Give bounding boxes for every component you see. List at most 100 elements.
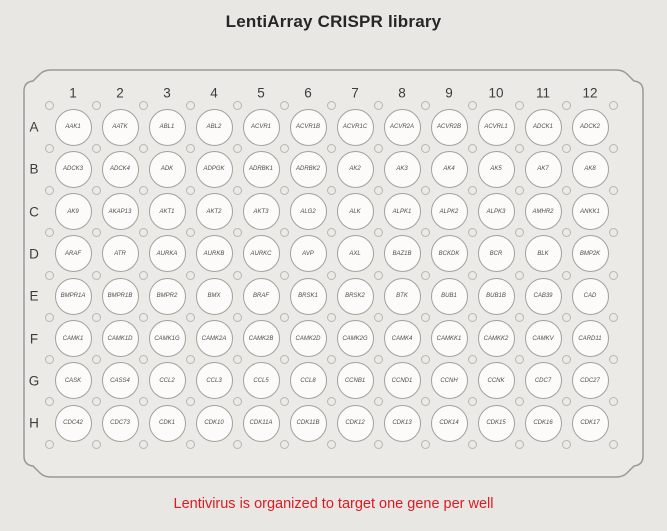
well: CCL3 [195,362,233,400]
row-label: E [29,288,39,304]
plate-hole-icon [92,270,101,280]
well: ATR [101,235,139,273]
well: BRSK2 [336,277,374,315]
well: CAMKV [524,320,562,357]
well: CAB39 [524,277,562,315]
plate-hole-icon [609,439,618,449]
plate-hole-icon [233,185,242,195]
plate-hole-icon [45,101,54,111]
plate-hole-icon [186,101,195,111]
well: ALG2 [289,193,327,231]
well: AK8 [571,150,609,188]
well: BRSK1 [289,277,327,315]
plate-hole-icon [139,143,148,153]
well: AK3 [383,150,421,188]
plate-hole-icon [92,355,101,365]
plate-hole-icon [186,439,195,449]
plate-hole-icon [515,228,524,238]
plate-hole-icon [515,397,524,407]
well: ACVR2B [430,108,468,146]
well: CCL2 [148,362,186,400]
well: ALPK1 [383,193,421,231]
well: AK5 [477,150,515,188]
well: CDK11B [289,404,327,442]
column-label: 4 [210,85,218,101]
well: ALPK2 [430,193,468,231]
well: CCNB1 [336,362,374,400]
row-label: H [29,415,39,431]
plate-hole-icon [421,355,430,365]
column-label: 6 [304,85,312,101]
plate-hole-icon [562,355,571,365]
well: BCR [477,235,515,273]
well: AK7 [524,150,562,188]
plate-hole-icon [139,397,148,407]
plate-hole-icon [92,101,101,111]
well: CDK16 [524,404,562,442]
plate-hole-icon [186,185,195,195]
plate-hole-icon [374,270,383,280]
column-label: 12 [582,85,598,101]
well: BCKDK [430,235,468,273]
plate-hole-icon [139,312,148,322]
plate-hole-icon [92,439,101,449]
well: CAMKK1 [430,320,468,357]
row-label: C [29,204,39,220]
well: AMHR2 [524,193,562,231]
plate-hole-icon [374,228,383,238]
well: CCL8 [289,362,327,400]
plate-hole-icon [45,355,54,365]
plate-hole-icon [139,101,148,111]
plate-hole-icon [233,228,242,238]
well: ADPGK [195,150,233,188]
plate-hole-icon [515,355,524,365]
well: CAMK1G [148,320,186,357]
plate-hole-icon [374,397,383,407]
well: ABL1 [148,108,186,146]
plate-hole-icon [468,185,477,195]
plate-hole-icon [562,143,571,153]
well: ACVR1C [336,108,374,146]
well: AATK [101,108,139,146]
well: AKAP13 [101,193,139,231]
well: BMX [195,277,233,315]
well: CAMK2D [289,320,327,357]
well: CAMK4 [383,320,421,357]
plate-hole-icon [374,101,383,111]
well: AKT1 [148,193,186,231]
well: BMPR2 [148,277,186,315]
plate-hole-icon [374,143,383,153]
plate-hole-icon [562,270,571,280]
well: CAMK2G [336,320,374,357]
plate-hole-icon [327,355,336,365]
plate-hole-icon [421,228,430,238]
plate-hole-icon [374,439,383,449]
plate-hole-icon [45,312,54,322]
plate-hole-icon [515,439,524,449]
plate-hole-icon [327,439,336,449]
plate-hole-icon [327,143,336,153]
plate-hole-icon [45,397,54,407]
plate-hole-icon [421,270,430,280]
figure-title: LentiArray CRISPR library [225,12,442,31]
well: CASK [54,362,92,400]
well: BUB1 [430,277,468,315]
well: AVP [289,235,327,273]
plate-hole-icon [139,185,148,195]
plate-hole-icon [327,185,336,195]
plate-hole-icon [186,355,195,365]
well: CAMK2A [195,320,233,357]
plate-hole-icon [374,185,383,195]
well: ACVRL1 [477,108,515,146]
row-label: A [29,119,39,135]
well: BAZ1B [383,235,421,273]
plate-hole-icon [515,185,524,195]
column-label: 7 [351,85,359,101]
well: CCND1 [383,362,421,400]
column-label: 2 [116,85,124,101]
well: BMPR1B [101,277,139,315]
plate-hole-icon [374,312,383,322]
well: CDC7 [524,362,562,400]
plate-hole-icon [92,143,101,153]
